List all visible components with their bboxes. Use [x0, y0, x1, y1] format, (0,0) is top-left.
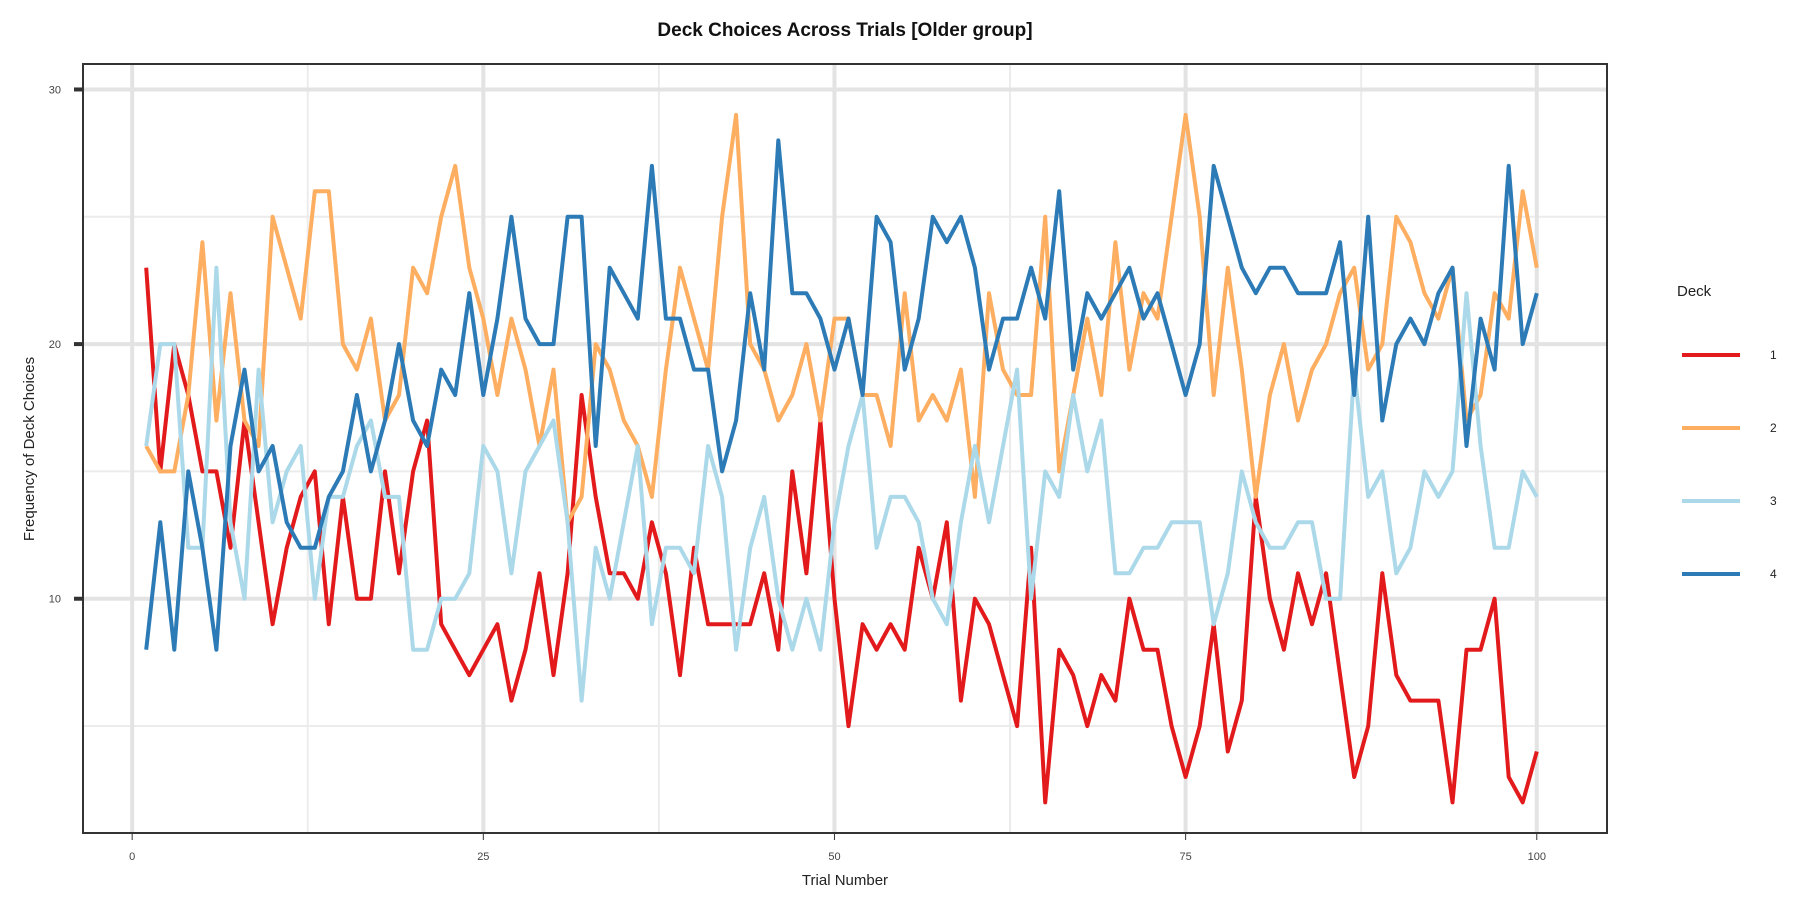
legend: Deck 1 2 3 4	[1677, 283, 1777, 581]
series-line-deck-2	[144, 112, 1539, 525]
legend-label-deck-1: 1	[1770, 348, 1777, 362]
x-tick-label: 100	[1528, 851, 1546, 863]
y-tick-label: 30	[49, 84, 61, 96]
x-axis-label: Trial Number	[802, 872, 888, 889]
x-tick-label: 25	[477, 851, 489, 863]
grid	[83, 64, 1607, 833]
series-line-deck-3	[144, 265, 1539, 703]
y-tick-label: 10	[49, 594, 61, 606]
plot-panel-border	[82, 63, 1608, 834]
series-line-deck-1	[144, 267, 1539, 805]
y-tick-label: 20	[49, 339, 61, 351]
chart-title: Deck Choices Across Trials [Older group]	[657, 20, 1032, 41]
series-line-deck-4	[144, 138, 1539, 652]
legend-title: Deck	[1677, 283, 1712, 300]
legend-label-deck-2: 2	[1770, 421, 1777, 435]
y-axis-label: Frequency of Deck Choices	[21, 357, 38, 541]
x-tick-label: 75	[1179, 851, 1191, 863]
axis-ticks: 10 20 30 0 25 50 75 100	[49, 84, 1546, 863]
legend-label-deck-4: 4	[1770, 567, 1777, 581]
legend-label-deck-3: 3	[1770, 494, 1777, 508]
series-layer	[144, 112, 1539, 805]
x-tick-label: 0	[129, 851, 135, 863]
x-tick-label: 50	[828, 851, 840, 863]
